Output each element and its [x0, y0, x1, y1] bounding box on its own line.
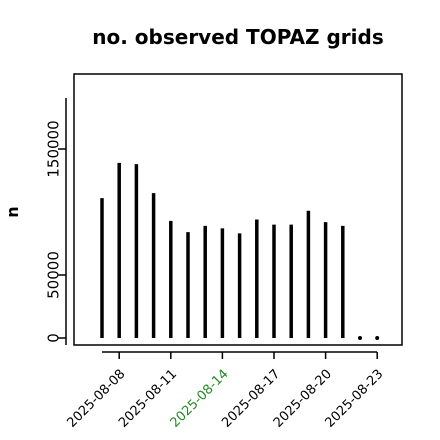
bars [100, 162, 345, 338]
y-tick-label-2: 150000 [45, 120, 63, 177]
y-tick-label-0: 0 [45, 333, 63, 343]
zero-markers [358, 336, 380, 340]
y-tick-label-1: 50000 [45, 251, 63, 299]
zero-marker-2025-08-23 [375, 336, 380, 340]
x-axis: 2025-08-082025-08-112025-08-142025-08-17… [64, 351, 387, 431]
y-ticks: 0 50000 150000 [45, 120, 66, 343]
plot-frame [73, 73, 403, 346]
y-axis-label: n [3, 206, 22, 217]
chart-title: no. observed TOPAZ grids [92, 25, 383, 49]
zero-marker-2025-08-22 [358, 336, 362, 340]
